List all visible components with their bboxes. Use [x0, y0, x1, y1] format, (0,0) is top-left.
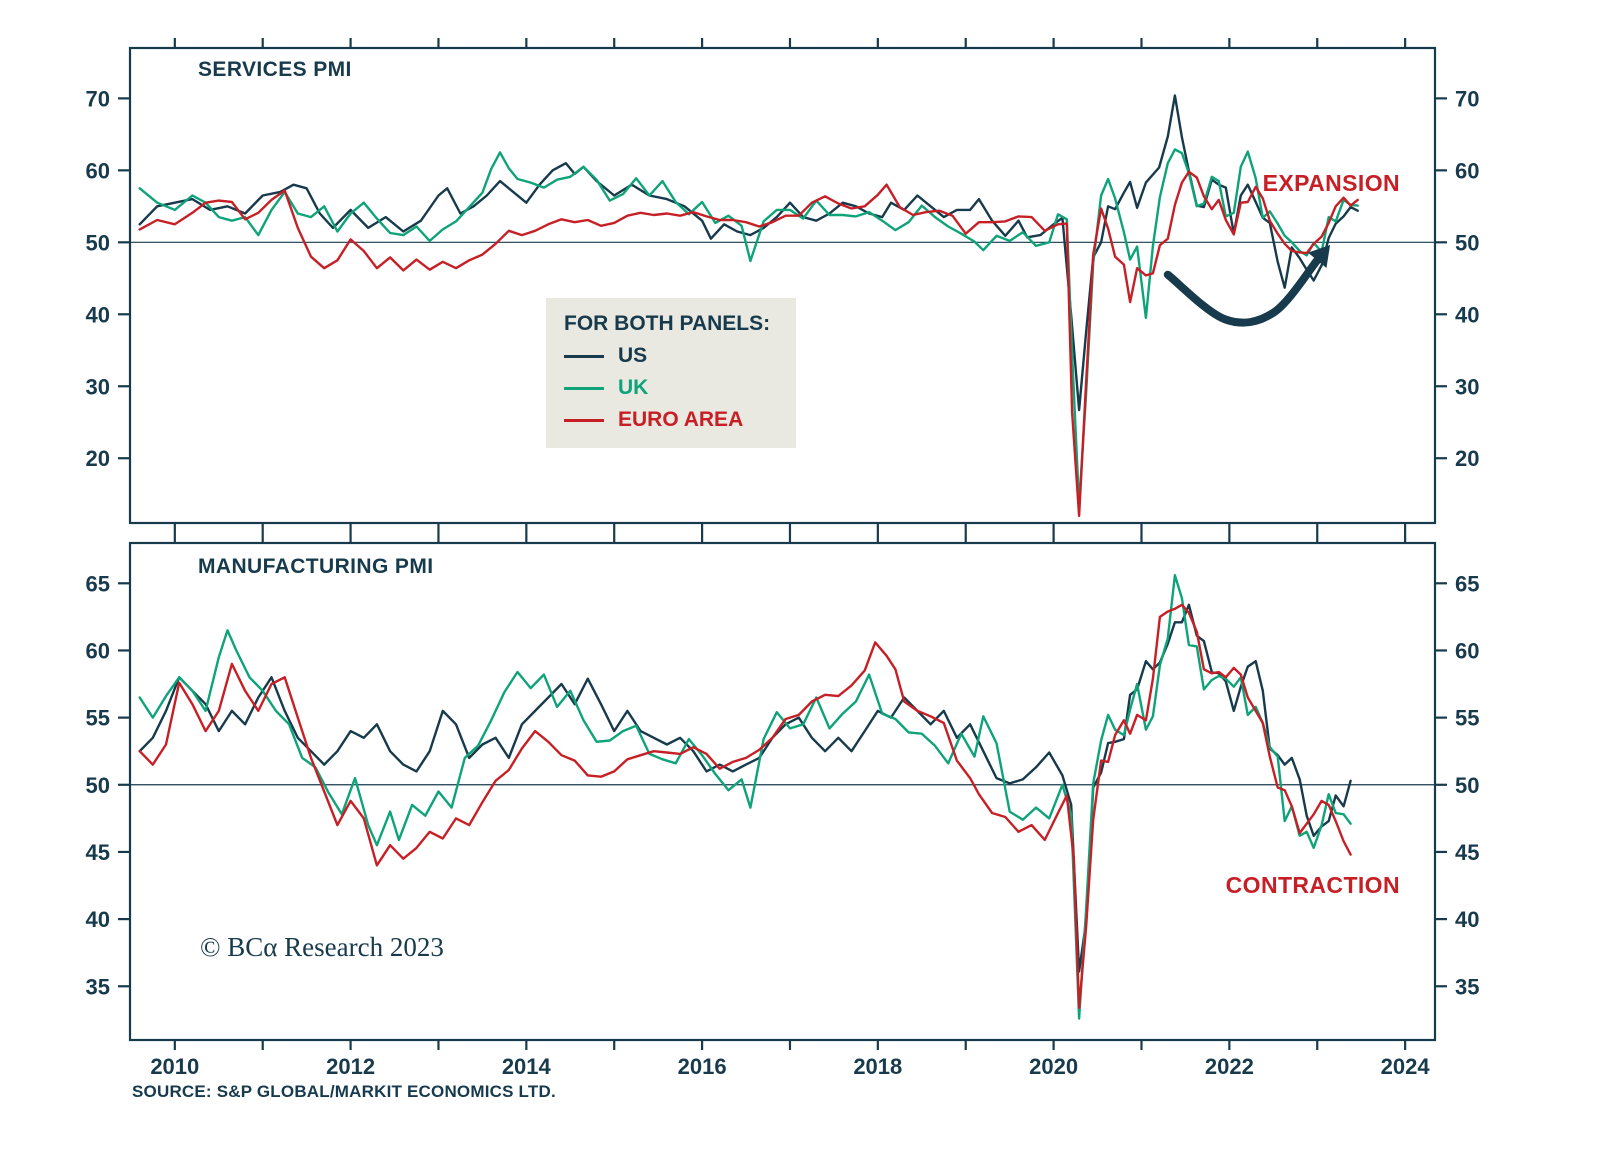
svg-text:2012: 2012	[326, 1054, 375, 1079]
services-panel-title: SERVICES PMI	[198, 58, 352, 81]
svg-text:55: 55	[86, 706, 110, 731]
contraction-label: CONTRACTION	[1225, 872, 1400, 898]
axis-ticks: 35 35 40 40 45 45 50 50 55 55 60 60 65 65	[86, 533, 1479, 1050]
legend-item-euro-area: EURO AREA	[564, 408, 770, 432]
svg-text:2018: 2018	[853, 1054, 902, 1079]
svg-text:35: 35	[1455, 974, 1479, 999]
source-line: SOURCE: S&P GLOBAL/MARKIT ECONOMICS LTD.	[132, 1082, 556, 1101]
svg-text:60: 60	[86, 158, 110, 183]
line-uk	[138, 148, 1359, 507]
legend-item-label-uk: UK	[618, 376, 649, 399]
expansion-label: EXPANSION	[1262, 170, 1400, 196]
svg-text:50: 50	[1455, 773, 1479, 798]
line-us	[138, 94, 1359, 412]
svg-text:30: 30	[86, 374, 110, 399]
line-euro-area	[138, 603, 1352, 1009]
x-axis-labels: 2010 2012 2014 2016 2018 2020 2022 2024	[150, 1054, 1430, 1079]
svg-text:60: 60	[86, 638, 110, 663]
line-uk	[138, 574, 1352, 1020]
line-euro-area	[138, 170, 1359, 517]
us-line-swatch	[564, 354, 604, 358]
svg-text:2010: 2010	[150, 1054, 199, 1079]
euro-area-line-swatch	[564, 418, 604, 422]
svg-text:65: 65	[86, 571, 110, 596]
svg-text:30: 30	[1455, 374, 1479, 399]
svg-text:60: 60	[1455, 158, 1479, 183]
svg-text:40: 40	[1455, 907, 1479, 932]
legend-item-label-euro-area: EURO AREA	[618, 408, 744, 431]
panel-manufacturing-pmi: 35 35 40 40 45 45 50 50 55 55 60 60 65 65	[86, 533, 1479, 1050]
upturn-arrow	[1163, 256, 1322, 327]
svg-text:45: 45	[86, 840, 110, 865]
legend-title: FOR BOTH PANELS:	[564, 312, 771, 335]
legend: FOR BOTH PANELS: US UK EURO AREA	[546, 298, 797, 448]
legend-item-uk: UK	[564, 376, 770, 400]
legend-item-us: US	[564, 344, 770, 368]
svg-text:2024: 2024	[1381, 1054, 1431, 1079]
svg-text:50: 50	[86, 230, 110, 255]
copyright-note: © BCα Research 2023	[200, 932, 444, 962]
svg-text:55: 55	[1455, 706, 1479, 731]
svg-text:2014: 2014	[502, 1054, 552, 1079]
svg-text:2022: 2022	[1205, 1054, 1254, 1079]
svg-text:65: 65	[1455, 571, 1479, 596]
svg-text:2016: 2016	[678, 1054, 727, 1079]
svg-text:70: 70	[1455, 86, 1479, 111]
svg-text:50: 50	[86, 773, 110, 798]
svg-text:50: 50	[1455, 230, 1479, 255]
uk-line-swatch	[564, 386, 604, 390]
svg-text:40: 40	[86, 302, 110, 327]
svg-text:20: 20	[1455, 446, 1479, 471]
svg-text:40: 40	[1455, 302, 1479, 327]
svg-text:70: 70	[86, 86, 110, 111]
svg-text:45: 45	[1455, 840, 1479, 865]
manufacturing-panel-title: MANUFACTURING PMI	[198, 555, 434, 578]
svg-text:20: 20	[86, 446, 110, 471]
legend-item-label-us: US	[618, 344, 648, 367]
axis-ticks: 20 20 30 30 40 40 50 50 60 60 70 70	[86, 38, 1479, 533]
panel-border	[128, 46, 1437, 525]
svg-text:40: 40	[86, 907, 110, 932]
svg-text:35: 35	[86, 974, 110, 999]
upturn-arrow-head	[1308, 244, 1331, 269]
svg-text:60: 60	[1455, 638, 1479, 663]
panel-border	[128, 541, 1437, 1042]
svg-text:2020: 2020	[1029, 1054, 1078, 1079]
panel-services-pmi: 20 20 30 30 40 40 50 50 60 60 70 70	[86, 38, 1479, 533]
